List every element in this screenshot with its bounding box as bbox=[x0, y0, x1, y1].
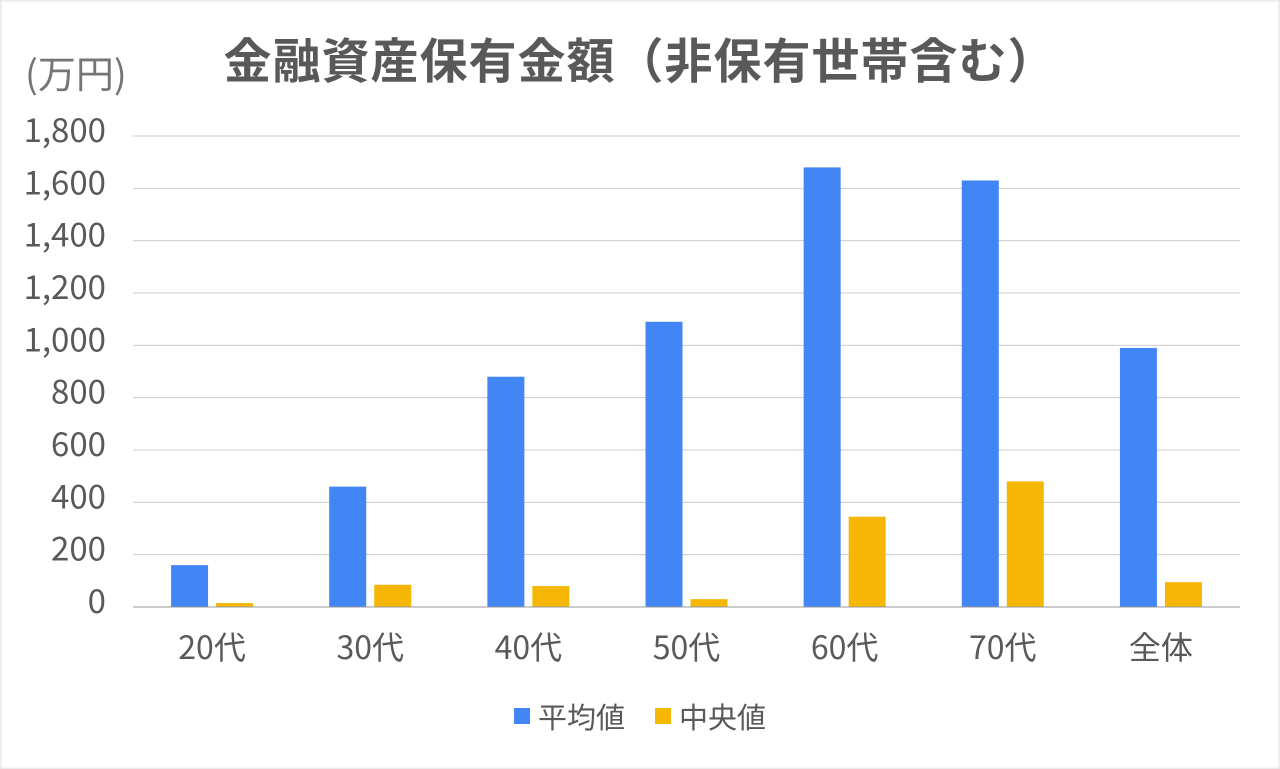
svg-text:30代: 30代 bbox=[336, 623, 404, 669]
svg-text:1,000: 1,000 bbox=[24, 313, 106, 361]
svg-text:400: 400 bbox=[51, 470, 106, 518]
svg-text:800: 800 bbox=[51, 366, 106, 414]
svg-text:40代: 40代 bbox=[495, 623, 563, 669]
svg-text:70代: 70代 bbox=[969, 623, 1037, 669]
svg-text:200: 200 bbox=[51, 523, 106, 571]
svg-text:20代: 20代 bbox=[178, 623, 246, 669]
svg-text:1,600: 1,600 bbox=[24, 156, 106, 204]
svg-text:600: 600 bbox=[51, 418, 106, 466]
svg-text:0: 0 bbox=[88, 575, 106, 623]
svg-text:50代: 50代 bbox=[653, 623, 721, 669]
svg-text:1,800: 1,800 bbox=[24, 104, 106, 152]
svg-text:1,200: 1,200 bbox=[24, 261, 106, 309]
svg-text:60代: 60代 bbox=[811, 623, 879, 669]
svg-text:1,400: 1,400 bbox=[24, 209, 106, 257]
svg-text:全体: 全体 bbox=[1129, 623, 1193, 669]
